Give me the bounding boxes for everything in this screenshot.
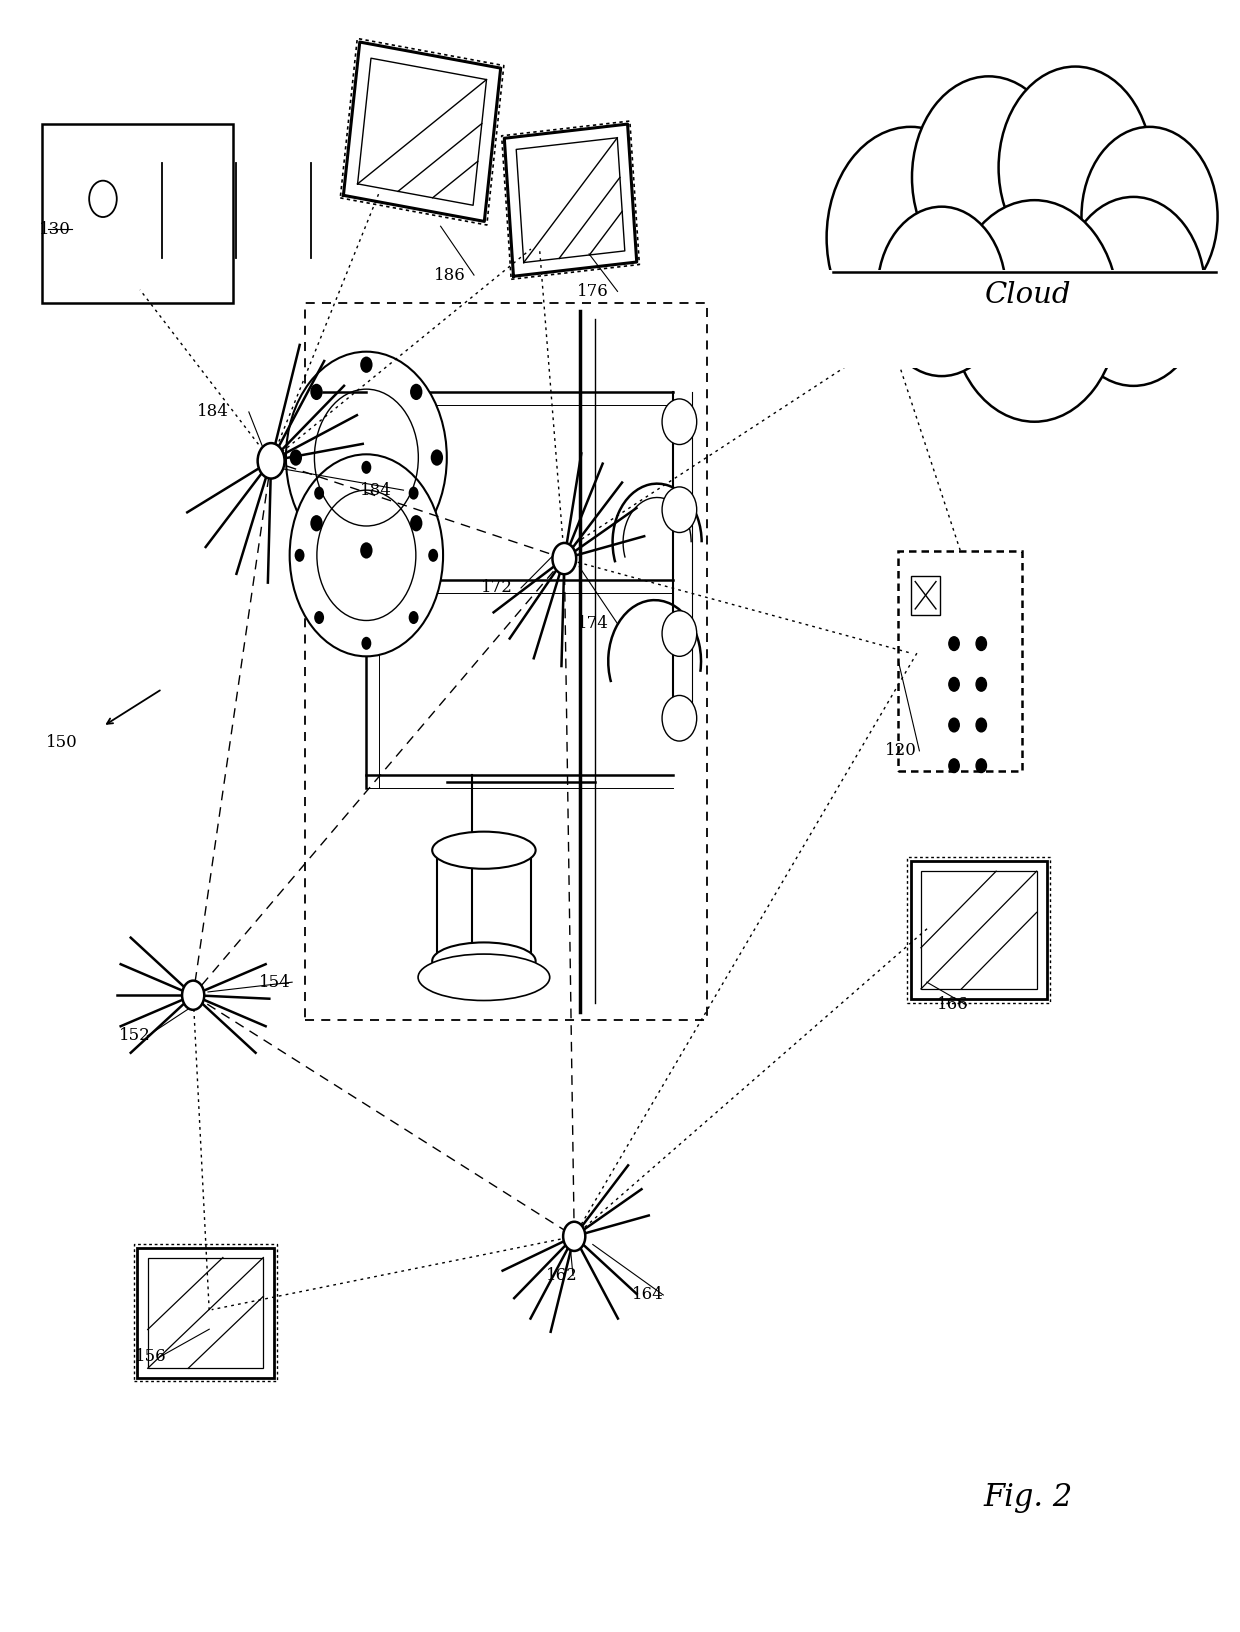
Circle shape [310, 384, 322, 400]
Text: Fig. 2: Fig. 2 [983, 1482, 1073, 1513]
Circle shape [1081, 127, 1218, 307]
Polygon shape [910, 576, 940, 615]
Circle shape [360, 542, 372, 558]
Circle shape [878, 207, 1006, 375]
Polygon shape [794, 271, 1240, 367]
Circle shape [286, 351, 446, 563]
Text: 120: 120 [885, 743, 916, 759]
Circle shape [290, 449, 303, 465]
Text: 174: 174 [577, 615, 609, 632]
Ellipse shape [418, 955, 549, 1000]
Text: 125: 125 [862, 354, 893, 372]
Circle shape [662, 398, 697, 444]
Circle shape [949, 636, 960, 651]
Polygon shape [42, 124, 233, 304]
Circle shape [314, 610, 324, 623]
Polygon shape [898, 552, 1022, 772]
Polygon shape [138, 1248, 274, 1377]
Circle shape [314, 486, 324, 499]
Circle shape [976, 636, 987, 651]
Circle shape [409, 486, 419, 499]
Circle shape [949, 759, 960, 772]
Circle shape [430, 449, 443, 465]
Text: 150: 150 [46, 734, 78, 751]
Ellipse shape [433, 942, 536, 979]
Circle shape [976, 759, 987, 772]
Circle shape [310, 516, 322, 532]
Text: 184: 184 [197, 403, 228, 421]
Text: Cloud: Cloud [985, 281, 1071, 308]
Circle shape [360, 356, 372, 372]
Circle shape [182, 981, 205, 1010]
Circle shape [827, 127, 994, 348]
Text: 164: 164 [632, 1286, 665, 1304]
Circle shape [998, 67, 1152, 269]
Text: 184: 184 [360, 481, 392, 499]
Text: 176: 176 [577, 282, 609, 300]
Text: 162: 162 [546, 1266, 578, 1284]
Circle shape [295, 548, 305, 561]
Circle shape [410, 384, 423, 400]
Circle shape [361, 460, 371, 473]
Text: 152: 152 [119, 1028, 151, 1044]
Circle shape [1061, 197, 1205, 385]
Circle shape [662, 610, 697, 656]
Circle shape [662, 486, 697, 532]
Polygon shape [910, 860, 1047, 999]
Text: 172: 172 [481, 579, 513, 596]
Text: 166: 166 [936, 997, 968, 1013]
Circle shape [563, 1222, 585, 1252]
Circle shape [976, 718, 987, 731]
Circle shape [662, 695, 697, 741]
Circle shape [361, 636, 371, 650]
Circle shape [258, 444, 284, 478]
Text: 130: 130 [38, 220, 71, 238]
Text: 156: 156 [135, 1348, 166, 1366]
Circle shape [949, 718, 960, 731]
Circle shape [553, 543, 577, 574]
Circle shape [949, 677, 960, 692]
Circle shape [976, 677, 987, 692]
Circle shape [428, 548, 438, 561]
Circle shape [290, 454, 443, 656]
Circle shape [911, 77, 1065, 279]
Polygon shape [305, 304, 707, 1020]
Circle shape [950, 201, 1118, 421]
Ellipse shape [433, 832, 536, 868]
Text: 154: 154 [259, 974, 290, 991]
Circle shape [409, 610, 419, 623]
Circle shape [410, 516, 423, 532]
Text: 186: 186 [434, 266, 466, 284]
